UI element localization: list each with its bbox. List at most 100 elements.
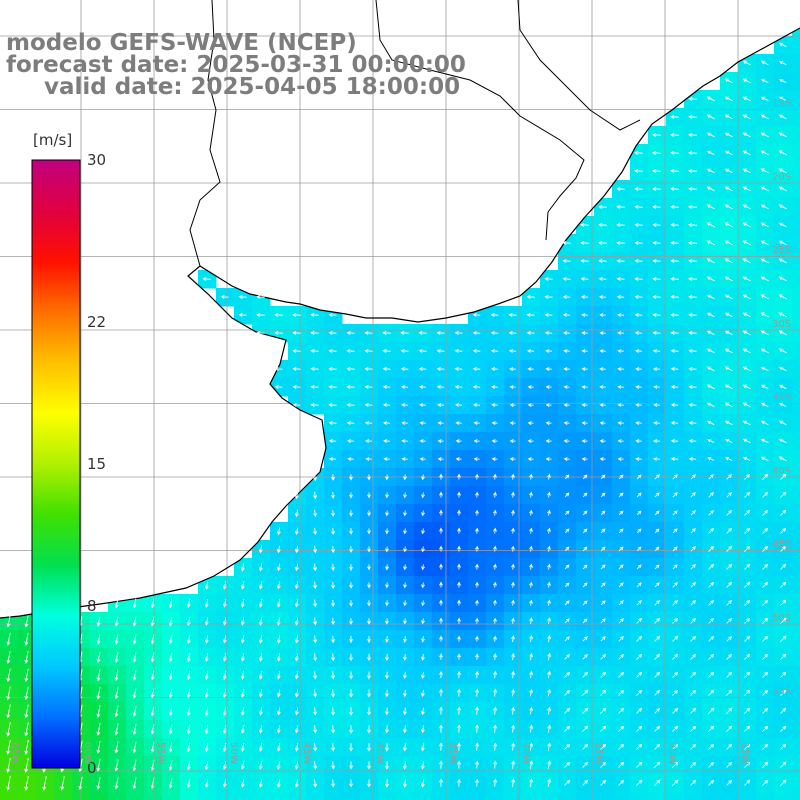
- wind-arrow: [761, 473, 769, 481]
- wind-arrow: [6, 722, 11, 737]
- wind-arrow: [367, 653, 371, 662]
- wind-arrow: [672, 510, 678, 516]
- wind-arrow: [690, 635, 697, 642]
- wind-arrow: [688, 114, 697, 119]
- wind-arrow: [472, 312, 481, 317]
- wind-speed-cell: [630, 792, 649, 800]
- wind-arrow: [760, 222, 769, 228]
- wind-arrow: [204, 742, 209, 753]
- wind-arrow: [670, 402, 679, 407]
- wind-arrow: [779, 635, 787, 643]
- wind-arrow: [240, 688, 245, 698]
- wind-arrow: [708, 653, 715, 660]
- wind-arrow: [670, 204, 679, 209]
- wind-arrow: [726, 509, 733, 516]
- wind-arrow: [439, 742, 443, 751]
- wind-arrow: [690, 707, 697, 714]
- wind-arrow: [455, 457, 462, 461]
- wind-arrow: [724, 132, 733, 138]
- wind-arrow: [672, 599, 679, 606]
- wind-arrow: [385, 618, 389, 625]
- wind-arrow: [313, 689, 318, 698]
- wind-arrow: [636, 474, 642, 480]
- wind-arrow: [564, 671, 571, 678]
- wind-speed-cell: [594, 792, 613, 800]
- wind-arrow: [598, 295, 607, 299]
- wind-arrow: [778, 168, 787, 174]
- wind-arrow: [403, 636, 407, 643]
- wind-arrow: [563, 349, 570, 353]
- wind-arrow: [672, 743, 679, 750]
- wind-speed-cell: [792, 720, 800, 739]
- wind-arrow: [582, 474, 588, 480]
- wind-arrow: [672, 528, 678, 534]
- wind-arrow: [724, 366, 733, 372]
- wind-arrow: [562, 258, 571, 263]
- wind-speed-cell: [792, 324, 800, 343]
- wind-arrow: [654, 743, 661, 750]
- wind-arrow: [564, 528, 570, 534]
- wind-arrow: [294, 743, 299, 752]
- wind-arrow: [742, 114, 751, 120]
- wind-arrow: [760, 384, 769, 390]
- wind-arrow: [511, 688, 516, 697]
- wind-arrow: [670, 420, 679, 425]
- wind-arrow: [292, 384, 301, 389]
- wind-arrow: [457, 653, 461, 660]
- wind-arrow: [457, 688, 462, 697]
- wind-arrow: [617, 331, 624, 335]
- wind-arrow: [652, 258, 661, 263]
- wind-arrow: [652, 330, 661, 335]
- wind-arrow: [349, 600, 353, 607]
- wind-arrow: [778, 204, 787, 210]
- wind-arrow: [349, 707, 353, 716]
- wind-arrow: [328, 384, 337, 389]
- wind-arrow: [240, 671, 245, 680]
- wind-arrow: [401, 421, 408, 425]
- wind-arrow: [742, 420, 751, 426]
- wind-arrow: [331, 474, 335, 481]
- wind-speed-cell: [36, 792, 55, 800]
- wind-arrow: [744, 527, 751, 534]
- wind-arrow: [600, 564, 606, 570]
- wind-arrow: [437, 403, 445, 407]
- wind-arrow: [365, 457, 372, 461]
- wind-arrow: [511, 670, 516, 679]
- wind-arrow: [168, 742, 173, 753]
- wind-arrow: [331, 707, 336, 716]
- wind-arrow: [564, 743, 571, 750]
- wind-speed-cell: [216, 792, 235, 800]
- wind-arrow: [511, 760, 516, 769]
- wind-arrow: [778, 348, 787, 354]
- wind-arrow: [168, 777, 173, 789]
- wind-arrow: [652, 168, 662, 173]
- wind-arrow: [24, 704, 29, 719]
- wind-arrow: [292, 402, 301, 407]
- wind-arrow: [780, 743, 787, 750]
- wind-arrow: [670, 384, 679, 389]
- wind-speed-cell: [18, 792, 37, 800]
- wind-arrow: [634, 258, 643, 263]
- longitude-label: 55W: [155, 742, 166, 765]
- colorbar-tick-label: 0: [87, 759, 97, 777]
- wind-speed-cell: [792, 504, 800, 523]
- longitude-label: 60W: [82, 742, 93, 765]
- wind-arrow: [493, 635, 497, 642]
- wind-arrow: [581, 439, 588, 443]
- wind-arrow: [760, 366, 769, 372]
- wind-arrow: [401, 457, 408, 461]
- wind-arrow: [204, 635, 209, 644]
- wind-arrow: [258, 778, 263, 788]
- wind-arrow: [527, 457, 534, 461]
- wind-arrow: [509, 421, 516, 425]
- wind-arrow: [204, 670, 209, 681]
- wind-arrow: [688, 420, 697, 425]
- wind-arrow: [760, 456, 769, 462]
- wind-arrow: [493, 599, 497, 606]
- wind-arrow: [742, 276, 751, 282]
- wind-arrow: [509, 403, 516, 407]
- wind-arrow: [547, 581, 551, 588]
- wind-arrow: [706, 348, 715, 354]
- wind-arrow: [493, 509, 497, 516]
- wind-arrow: [599, 689, 607, 697]
